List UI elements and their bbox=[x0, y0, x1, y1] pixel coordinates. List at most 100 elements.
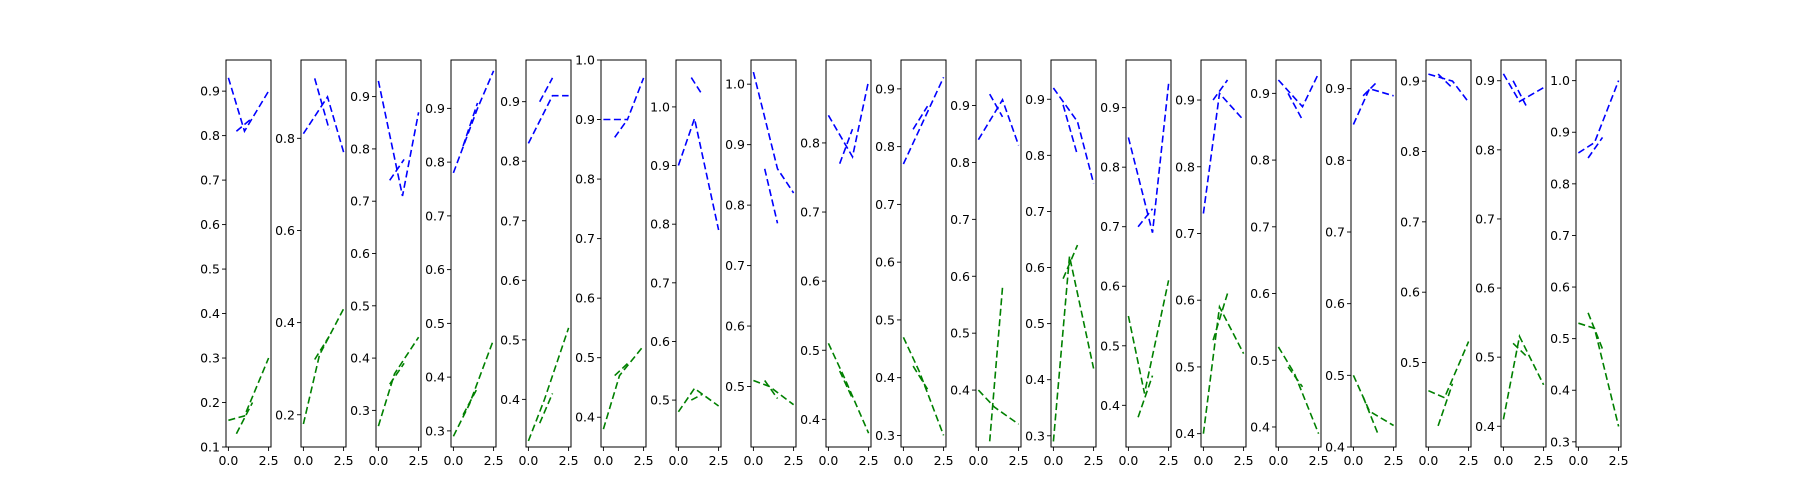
y-tick-label: 0.5 bbox=[1250, 353, 1270, 368]
blue-dashed-line-1 bbox=[902, 76, 945, 165]
x-tick-label: 2.5 bbox=[1159, 453, 1179, 468]
axes-frame bbox=[825, 59, 872, 448]
y-tick-label: 0.4 bbox=[800, 412, 820, 427]
y-tick-label: 0.8 bbox=[1175, 159, 1195, 174]
y-tick-label: 0.8 bbox=[275, 131, 295, 146]
x-tick-label: 2.5 bbox=[559, 453, 579, 468]
green-dashed-line-2 bbox=[1287, 366, 1304, 388]
subplot-8: 0.5 0.6 0.7 0.8 0.9 1.0 0.0 2.5 bbox=[725, 59, 804, 468]
subplot-series bbox=[977, 93, 1020, 442]
blue-dashed-line-1 bbox=[1202, 91, 1245, 214]
blue-dashed-line-2 bbox=[614, 119, 629, 138]
y-tick-label: 0.6 bbox=[1400, 285, 1420, 300]
green-dashed-line-2 bbox=[1362, 396, 1379, 433]
blue-dashed-line-1 bbox=[752, 71, 795, 194]
blue-dashed-line-2 bbox=[763, 168, 779, 224]
green-dashed-line-1 bbox=[1502, 333, 1545, 420]
blue-dashed-line-1 bbox=[302, 95, 345, 153]
subplot-11: 0.4 0.5 0.6 0.7 0.8 0.9 0.0 2.5 bbox=[950, 59, 1029, 468]
subplot-series bbox=[827, 80, 870, 434]
green-dashed-line-1 bbox=[377, 336, 420, 427]
y-tick-label: 0.9 bbox=[875, 81, 895, 96]
subplot-17: 0.5 0.6 0.7 0.8 0.9 0.0 2.5 bbox=[1400, 59, 1479, 468]
y-tick-label: 0.4 bbox=[1100, 398, 1120, 413]
x-tick-label: 0.0 bbox=[1418, 453, 1438, 468]
green-dashed-line-2 bbox=[389, 362, 405, 385]
green-dashed-line-1 bbox=[1052, 256, 1095, 442]
y-tick-label: 0.8 bbox=[1100, 160, 1120, 175]
y-tick-label: 0.6 bbox=[275, 223, 295, 238]
blue-dashed-line-1 bbox=[527, 94, 569, 144]
x-tick-label: 0.0 bbox=[1268, 453, 1288, 468]
subplot-series bbox=[1277, 72, 1320, 434]
subplot-18: 0.4 0.5 0.6 0.7 0.8 0.9 0.0 2.5 bbox=[1475, 59, 1554, 468]
axes-frame bbox=[675, 59, 722, 448]
y-tick-label: 0.7 bbox=[575, 231, 595, 246]
subplot-19: 0.3 0.4 0.5 0.6 0.7 0.8 0.9 1.0 0.0 2.5 bbox=[1550, 59, 1629, 468]
green-dashed-line-1 bbox=[228, 357, 270, 422]
y-tick-label: 0.3 bbox=[1550, 434, 1570, 449]
y-tick-label: 0.6 bbox=[650, 334, 670, 349]
y-tick-label: 0.5 bbox=[1400, 355, 1420, 370]
subplot-series bbox=[1428, 73, 1470, 427]
y-tick-label: 0.4 bbox=[425, 370, 445, 385]
y-tick-label: 0.6 bbox=[1175, 293, 1195, 308]
y-tick-label: 0.7 bbox=[500, 213, 520, 228]
axes-frame bbox=[1275, 59, 1322, 448]
subplot-5: 0.4 0.5 0.6 0.7 0.8 0.9 0.0 2.5 bbox=[500, 59, 579, 468]
subplot-series bbox=[902, 76, 945, 436]
green-dashed-line-1 bbox=[827, 342, 870, 434]
y-tick-label: 0.7 bbox=[650, 275, 670, 290]
blue-dashed-line-2 bbox=[1062, 104, 1079, 156]
blue-dashed-line-2 bbox=[462, 102, 479, 147]
y-tick-label: 0.7 bbox=[1325, 225, 1345, 240]
green-dashed-line-2 bbox=[690, 393, 703, 401]
y-tick-label: 0.7 bbox=[800, 205, 820, 220]
y-tick-label: 0.8 bbox=[1325, 153, 1345, 168]
y-tick-label: 1.0 bbox=[1550, 73, 1570, 88]
subplot-2: 0.2 0.4 0.6 0.8 0.0 2.5 bbox=[275, 59, 354, 468]
y-tick-label: 0.5 bbox=[425, 316, 445, 331]
y-tick-label: 0.4 bbox=[350, 351, 370, 366]
y-tick-label: 0.5 bbox=[725, 379, 745, 394]
blue-dashed-line-2 bbox=[1587, 136, 1604, 159]
y-tick-label: 0.5 bbox=[875, 312, 895, 327]
x-tick-label: 2.5 bbox=[1534, 453, 1554, 468]
y-tick-label: 0.8 bbox=[1400, 144, 1420, 159]
y-tick-label: 0.5 bbox=[200, 262, 220, 277]
x-tick-label: 2.5 bbox=[1009, 453, 1029, 468]
y-tick-label: 0.9 bbox=[1400, 74, 1420, 89]
green-dashed-line-1 bbox=[1277, 346, 1320, 434]
subplot-series bbox=[677, 77, 720, 413]
x-tick-label: 0.0 bbox=[818, 453, 838, 468]
green-dashed-line-2 bbox=[1212, 293, 1229, 341]
x-tick-label: 2.5 bbox=[1609, 453, 1629, 468]
blue-dashed-line-1 bbox=[827, 80, 870, 159]
blue-dashed-line-2 bbox=[538, 77, 554, 103]
axes-frame bbox=[1425, 59, 1472, 448]
y-tick-label: 1.0 bbox=[725, 77, 745, 92]
y-tick-label: 0.4 bbox=[1325, 440, 1345, 455]
y-tick-label: 0.8 bbox=[575, 172, 595, 187]
y-tick-label: 0.4 bbox=[1025, 372, 1045, 387]
y-tick-label: 0.9 bbox=[1175, 93, 1195, 108]
y-tick-label: 0.9 bbox=[1100, 100, 1120, 115]
x-tick-label: 2.5 bbox=[934, 453, 954, 468]
blue-dashed-line-1 bbox=[677, 115, 720, 231]
subplot-series bbox=[1127, 83, 1170, 418]
blue-dashed-line-2 bbox=[1437, 73, 1454, 89]
y-tick-label: 0.8 bbox=[725, 198, 745, 213]
y-tick-label: 1.0 bbox=[650, 99, 670, 114]
x-tick-label: 2.5 bbox=[709, 453, 729, 468]
axes-frame bbox=[975, 59, 1022, 448]
x-tick-label: 2.5 bbox=[634, 453, 654, 468]
axes-frame bbox=[1575, 59, 1622, 448]
subplot-series bbox=[302, 78, 345, 425]
y-tick-label: 0.5 bbox=[350, 298, 370, 313]
subplot-series bbox=[452, 70, 495, 437]
blue-dashed-line-1 bbox=[1277, 72, 1320, 109]
y-tick-label: 0.7 bbox=[1025, 204, 1045, 219]
y-tick-label: 0.4 bbox=[200, 306, 220, 321]
green-dashed-line-2 bbox=[1512, 342, 1529, 358]
blue-dashed-line-2 bbox=[989, 93, 1004, 118]
